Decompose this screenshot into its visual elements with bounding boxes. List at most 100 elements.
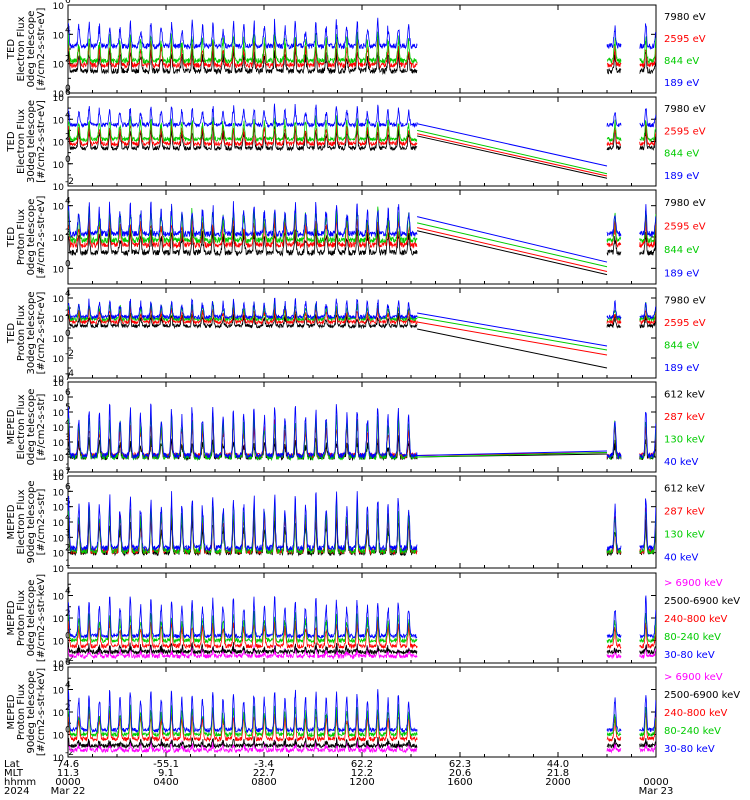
- y-axis-label-line: Electron Flux: [16, 394, 27, 459]
- y-tick-label: 10: [53, 424, 65, 434]
- time-axis-value: 62.3: [449, 759, 471, 770]
- legend-entry: 844 eV: [664, 56, 699, 67]
- y-tick-exponent: 4: [65, 681, 71, 691]
- y-axis-label-line: TED: [6, 227, 17, 248]
- y-tick-exponent: 2: [65, 609, 71, 619]
- y-tick-label: 10: [53, 488, 65, 498]
- time-axis-value: 22.7: [253, 768, 275, 779]
- legend-entry: 2595 eV: [664, 318, 706, 329]
- y-tick-label: 10: [53, 355, 65, 365]
- y-tick-exponent: 0: [65, 259, 71, 269]
- legend-entry: 80-240 keV: [664, 632, 721, 643]
- y-axis-label-line: 0deg telescope: [26, 11, 37, 88]
- legend-entry: 844 eV: [664, 245, 699, 256]
- legend-entry: 844 eV: [664, 340, 699, 351]
- y-tick-label: 10: [53, 203, 65, 213]
- gap-interpolation-line: [417, 227, 608, 272]
- legend-entry: 287 keV: [664, 507, 705, 518]
- y-tick-label: 10: [53, 139, 65, 149]
- series-line: [68, 736, 656, 750]
- y-axis-label-line: 30deg telescope: [26, 100, 37, 183]
- time-axis-value: -3.4: [254, 759, 274, 770]
- time-axis-row-label: MLT: [4, 768, 24, 779]
- y-axis-label-line: 0deg telescope: [26, 580, 37, 657]
- y-tick-exponent: 2: [65, 448, 71, 458]
- y-axis-label-line: 90deg telescope: [26, 670, 37, 753]
- y-tick-label: 10: [53, 116, 65, 126]
- y-axis-label-line: [#/cm2-s-str]: [36, 393, 47, 460]
- time-axis-value: 1200: [349, 777, 374, 788]
- gap-interpolation-line: [417, 321, 608, 356]
- y-tick-exponent: 2: [65, 228, 71, 238]
- y-tick-label: 10: [53, 473, 65, 483]
- y-tick-exponent: 2: [65, 309, 71, 319]
- y-axis-label-line: Proton Flux: [16, 305, 27, 361]
- legend-entry: 7980 eV: [664, 295, 706, 306]
- y-axis-label-line: Electron Flux: [16, 109, 27, 174]
- y-tick-exponent: 4: [65, 289, 71, 299]
- y-tick-exponent: 2: [65, 544, 71, 554]
- y-tick-label: 10: [53, 660, 65, 670]
- y-tick-label: 10: [53, 534, 65, 544]
- y-tick-label: 10: [53, 315, 65, 325]
- legend-entry: 130 keV: [664, 434, 705, 445]
- y-tick-exponent: 2: [65, 133, 71, 143]
- y-tick-label: 10: [53, 335, 65, 345]
- time-axis-value: 20.6: [449, 768, 471, 779]
- y-tick-exponent: 2: [65, 55, 71, 65]
- y-tick-exponent: 2: [65, 703, 71, 713]
- y-axis-label: TEDElectron Flux0deg telescope[#/cm2-s-s…: [6, 8, 47, 91]
- y-tick-label: 10: [53, 295, 65, 305]
- y-tick-label: 10: [53, 550, 65, 560]
- time-axis-value: 0000: [55, 777, 80, 788]
- gap-interpolation-line: [417, 312, 608, 347]
- gap-interpolation-line: [417, 133, 608, 177]
- y-tick-exponent: 3: [65, 433, 71, 443]
- gap-interpolation-line: [417, 450, 608, 456]
- y-axis-label-line: [#/cm2-s-str-eV]: [36, 196, 47, 279]
- y-tick-label: 10: [53, 394, 65, 404]
- y-axis-label: MEPEDProton Flux0deg telescope[#/cm2-s-s…: [6, 574, 47, 662]
- time-axis-value: 2000: [545, 777, 570, 788]
- series-line: [68, 31, 656, 65]
- y-tick-exponent: 0: [65, 329, 71, 339]
- time-axis-value: 12.2: [351, 768, 373, 779]
- legend-entry: 612 keV: [664, 484, 705, 495]
- legend-entry: 844 eV: [664, 149, 699, 160]
- legend-entry: 80-240 keV: [664, 726, 721, 737]
- y-tick-exponent: 4: [65, 197, 71, 207]
- legend-entry: 130 keV: [664, 530, 705, 541]
- y-axis-label-line: TED: [6, 131, 17, 152]
- y-tick-label: 10: [53, 615, 65, 625]
- y-tick-label: 10: [53, 565, 65, 575]
- y-tick-exponent: 3: [65, 528, 71, 538]
- y-tick-exponent: 4: [65, 110, 71, 120]
- y-tick-exponent: 6: [65, 658, 71, 668]
- y-axis-label: MEPEDElectron Flux90deg telescope[#/cm2-…: [6, 480, 47, 563]
- y-tick-label: 10: [53, 638, 65, 648]
- legend-entry: 189 eV: [664, 171, 699, 182]
- gap-interpolation-line: [417, 129, 608, 175]
- time-axis-value: 0000: [643, 777, 668, 788]
- time-axis-value: 9.1: [158, 768, 174, 779]
- y-tick-label: 10: [53, 183, 65, 193]
- y-axis-label-line: Electron Flux: [16, 489, 27, 554]
- y-axis-label-line: MEPED: [6, 600, 17, 635]
- legend-entry: 189 eV: [664, 78, 699, 89]
- y-tick-label: 10: [53, 439, 65, 449]
- y-tick-exponent: 4: [65, 25, 71, 35]
- y-tick-exponent: 7: [65, 467, 71, 477]
- gap-interpolation-line: [417, 123, 608, 167]
- y-axis-label-line: [#/cm2-s-str-eV]: [36, 100, 47, 183]
- y-axis-label-line: 0deg telescope: [26, 389, 37, 466]
- series-line: [68, 689, 656, 734]
- series-line: [68, 305, 656, 326]
- y-axis-label-line: MEPED: [6, 694, 17, 729]
- legend-entry: 30-80 keV: [664, 744, 715, 755]
- series-line: [68, 47, 656, 75]
- series-line: [68, 17, 656, 50]
